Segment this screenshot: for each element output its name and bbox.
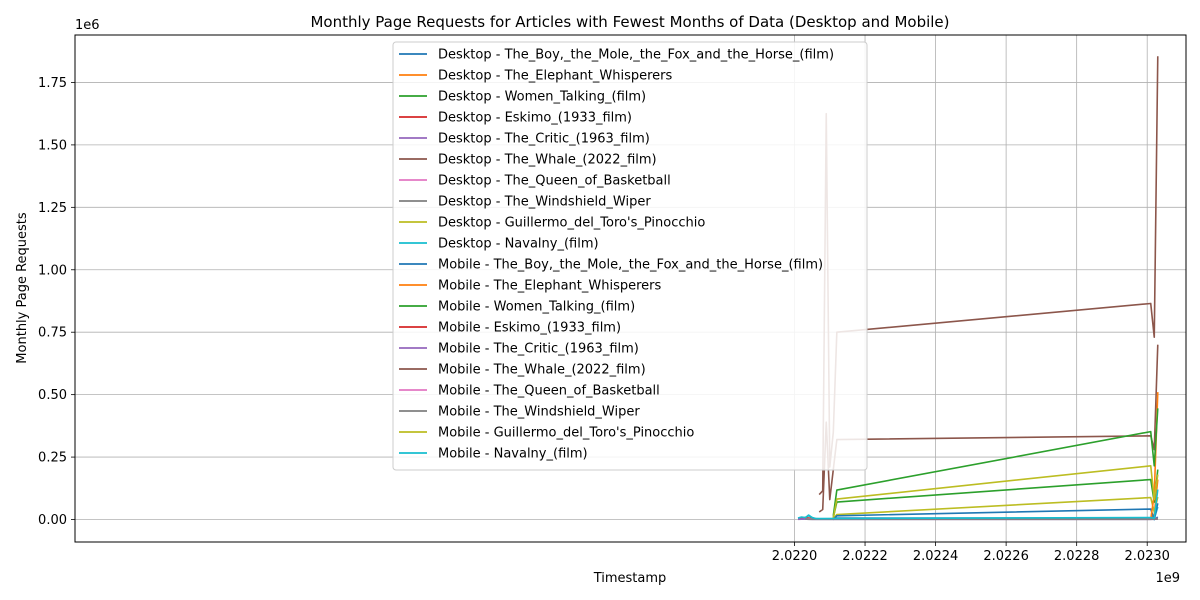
chart-title: Monthly Page Requests for Articles with … (310, 13, 949, 31)
legend-entry: Mobile - The_Boy,_the_Mole,_the_Fox_and_… (438, 258, 823, 273)
legend-box (392, 41, 868, 471)
x-axis-multiplier: 1e9 (1155, 571, 1180, 586)
legend-entry: Mobile - Navalny_(film) (438, 447, 588, 462)
x-tick-label: 2.0222 (842, 549, 888, 564)
x-tick: 2.0226 (983, 542, 1029, 564)
y-tick: 0.25 (38, 451, 75, 466)
x-tick-label: 2.0224 (913, 549, 959, 564)
legend-entry: Mobile - The_Windshield_Wiper (438, 405, 640, 420)
y-axis-label: Monthly Page Requests (15, 212, 30, 364)
y-tick: 1.50 (38, 138, 75, 153)
y-tick-label: 0.50 (38, 388, 67, 403)
legend-entry: Desktop - The_Critic_(1963_film) (438, 132, 650, 147)
x-tick: 2.0222 (842, 542, 888, 564)
x-tick-label: 2.0228 (1054, 549, 1100, 564)
legend: Desktop - The_Boy,_the_Mole,_the_Fox_and… (392, 41, 868, 471)
legend-entry: Mobile - The_Queen_of_Basketball (438, 384, 660, 399)
legend-entry: Mobile - Women_Talking_(film) (438, 300, 635, 315)
y-tick: 1.00 (38, 263, 75, 278)
legend-entry: Mobile - The_Critic_(1963_film) (438, 342, 639, 357)
legend-entry: Desktop - The_Whale_(2022_film) (438, 153, 657, 168)
y-tick-label: 1.00 (38, 263, 67, 278)
legend-entry: Mobile - The_Elephant_Whisperers (438, 279, 662, 294)
y-tick: 0.50 (38, 388, 75, 403)
legend-entry: Desktop - Women_Talking_(film) (438, 90, 646, 105)
y-axis: 0.00 0.25 0.50 0.75 1.00 1.25 1.50 1.75 (38, 76, 75, 528)
y-tick: 0.00 (38, 513, 75, 528)
legend-entry: Desktop - Guillermo_del_Toro's_Pinocchio (438, 216, 705, 231)
x-tick: 2.0220 (772, 542, 818, 564)
y-tick-label: 1.25 (38, 201, 67, 216)
legend-entry: Desktop - The_Boy,_the_Mole,_the_Fox_and… (438, 48, 834, 63)
legend-entry: Mobile - Guillermo_del_Toro's_Pinocchio (438, 426, 694, 441)
legend-entry: Desktop - The_Queen_of_Basketball (438, 174, 671, 189)
y-tick-label: 0.00 (38, 513, 67, 528)
y-axis-multiplier: 1e6 (75, 18, 100, 33)
series-line (832, 465, 1159, 519)
legend-entry: Desktop - Navalny_(film) (438, 237, 599, 252)
x-tick-label: 2.0226 (983, 549, 1029, 564)
x-tick: 2.0224 (913, 542, 959, 564)
legend-entry: Desktop - The_Windshield_Wiper (438, 195, 651, 210)
legend-entry: Mobile - Eskimo_(1933_film) (438, 321, 621, 336)
plot-frame (74, 34, 1187, 543)
y-tick-label: 0.75 (38, 326, 67, 341)
y-tick-label: 1.75 (38, 76, 67, 91)
x-tick: 2.0228 (1054, 542, 1100, 564)
y-tick-label: 1.50 (38, 138, 67, 153)
legend-entry: Desktop - The_Elephant_Whisperers (438, 69, 672, 84)
series-line (832, 408, 1159, 516)
y-tick: 1.75 (38, 76, 75, 91)
legend-entry: Desktop - Eskimo_(1933_film) (438, 111, 632, 126)
legend-entry: Mobile - The_Whale_(2022_film) (438, 363, 646, 378)
x-tick-label: 2.0230 (1124, 549, 1170, 564)
x-tick: 2.0230 (1124, 542, 1170, 564)
x-axis-label: Timestamp (593, 571, 667, 586)
series-line (797, 489, 1159, 520)
y-tick: 1.25 (38, 201, 75, 216)
y-tick-label: 0.25 (38, 451, 67, 466)
y-tick: 0.75 (38, 326, 75, 341)
x-axis: 2.0220 2.0222 2.0224 2.0226 2.0228 2.0230 (772, 542, 1170, 564)
x-tick-label: 2.0220 (772, 549, 818, 564)
